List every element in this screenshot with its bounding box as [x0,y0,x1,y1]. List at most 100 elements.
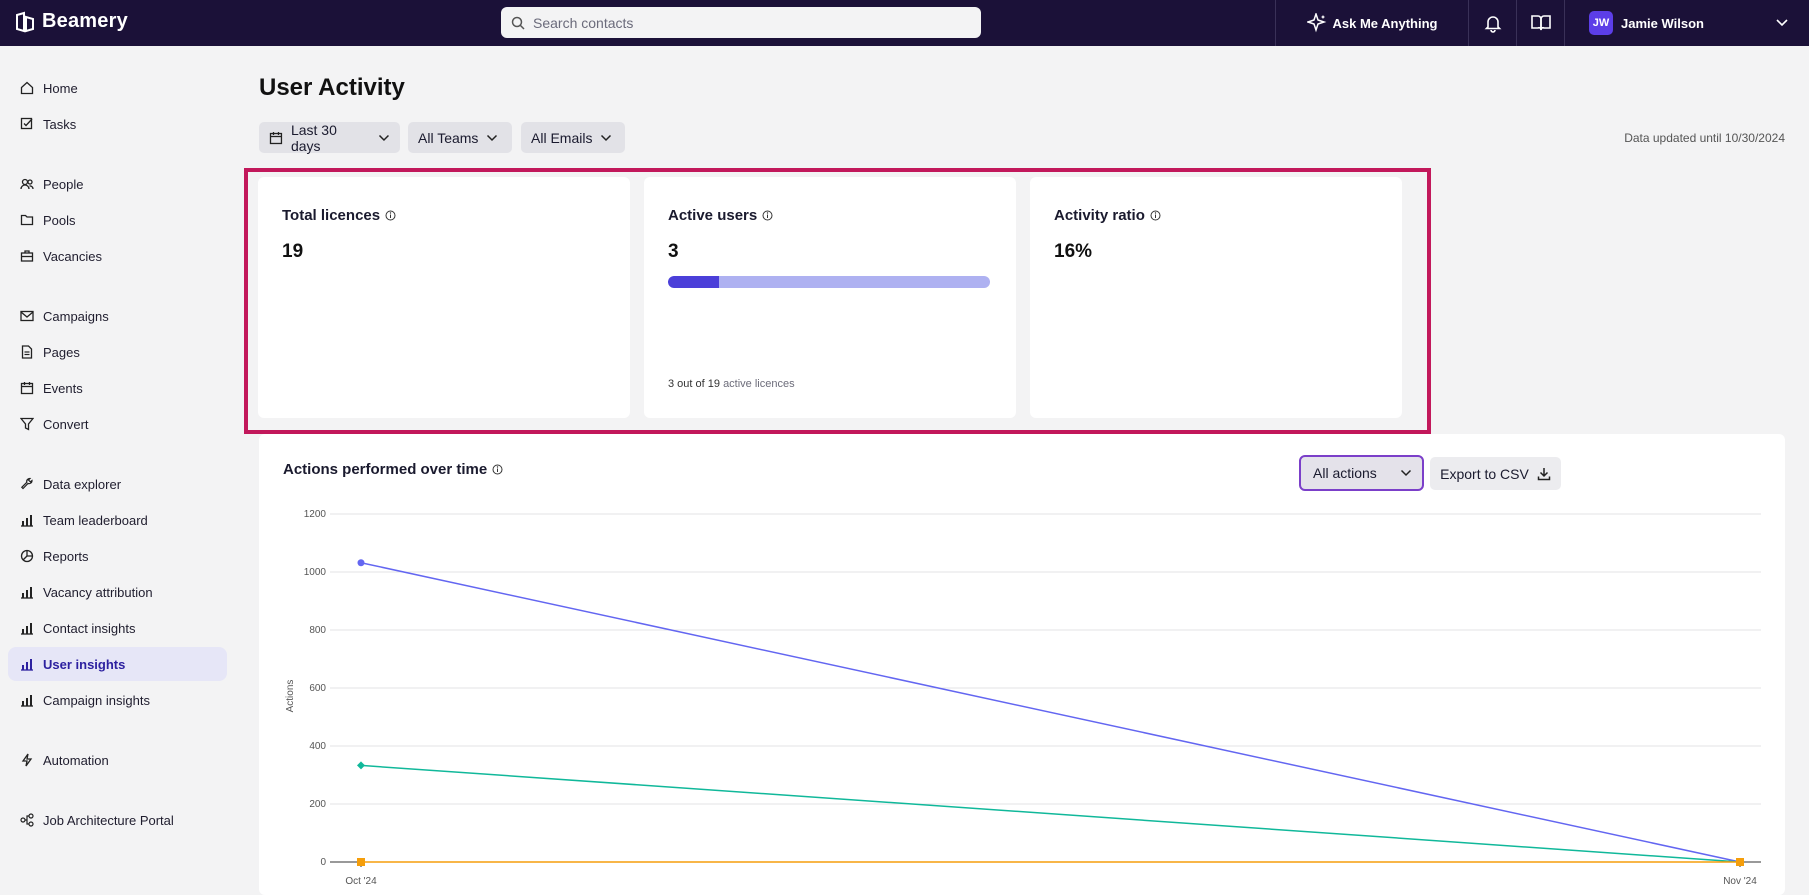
sidebar-item-automation[interactable]: Automation [8,743,227,777]
sparkle-icon [1306,13,1326,33]
actions-line-chart: 0 200 400 600 800 1000 1200 Oct '24 Nov '24 Actio… [285,509,1761,887]
x-tick-label: Nov '24 [1723,876,1757,887]
pie-chart-icon [20,549,34,563]
date-range-label: Last 30 days [290,121,337,154]
sidebar-item-job-architecture-portal[interactable]: Job Architecture Portal [8,803,227,837]
filter-icon [20,417,34,431]
bar-chart-icon [21,623,33,635]
y-tick-label: 1200 [304,509,327,520]
date-range-filter[interactable]: Last 30 days [259,121,400,154]
sidebar-item-vacancy-attribution[interactable]: Vacancy attribution [8,575,227,609]
export-csv-button[interactable]: Export to CSV [1430,457,1561,490]
card-title: Activity ratio [1054,207,1161,224]
actions-filter-dropdown[interactable]: All actions [1299,455,1424,491]
sidebar-item-tasks[interactable]: Tasks [8,107,227,141]
sidebar-item-label: People [43,176,84,192]
bar-chart-icon [21,695,33,707]
active-licences-progress-bar [668,276,990,288]
sidebar-item-data-explorer[interactable]: Data explorer [8,467,227,501]
x-tick-label: Oct '24 [345,876,377,887]
sidebar-item-contact-insights[interactable]: Contact insights [8,611,227,645]
sidebar-item-pools[interactable]: Pools [8,203,227,237]
notifications-button[interactable] [1468,0,1516,46]
y-tick-label: 1000 [304,567,327,578]
brand-logo[interactable]: Beamery [14,10,128,33]
sidebar-item-label: Events [43,380,83,396]
chevron-down-icon [1776,19,1788,27]
sidebar: Home Tasks People Pools Vacancies Campai… [0,46,236,895]
ask-me-anything-button[interactable]: Ask Me Anything [1275,0,1468,46]
y-tick-label: 600 [309,683,326,694]
chart-title-text: Actions performed over time [283,461,488,478]
search-box[interactable] [501,7,981,38]
sidebar-item-user-insights[interactable]: User insights [8,647,227,681]
actions-chart-panel: 0 200 400 600 800 1000 1200 Oct '24 Nov '24 Actio… [259,434,1785,895]
card-title-text: Activity ratio [1054,207,1145,224]
actions-filter-label: All actions [1313,465,1377,481]
download-icon [1537,467,1551,480]
export-csv-label: Export to CSV [1440,465,1529,482]
lightning-icon [21,753,33,767]
search-input[interactable] [533,14,953,31]
teams-filter-label: All Teams [418,129,479,146]
data-updated-text: Data updated until 10/30/2024 [1624,131,1785,145]
bar-chart-icon [21,587,33,599]
sidebar-item-people[interactable]: People [8,167,227,201]
sidebar-item-label: Convert [43,416,89,432]
sidebar-item-label: Pools [43,212,76,228]
sidebar-item-campaign-insights[interactable]: Campaign insights [8,683,227,717]
sidebar-item-pages[interactable]: Pages [8,335,227,369]
help-docs-button[interactable] [1516,0,1564,46]
emails-filter-label: All Emails [531,129,593,146]
sidebar-item-campaigns[interactable]: Campaigns [8,299,227,333]
chevron-down-icon [379,134,390,141]
chevron-down-icon [1400,469,1412,477]
card-title: Total licences [282,207,396,224]
tasks-icon [20,117,33,130]
top-bar: Beamery Ask Me Anything JW Jamie Wilson [0,0,1809,46]
y-tick-label: 200 [309,799,326,810]
footnote-count: 3 out of 19 [668,378,720,390]
bar-chart-icon [21,659,33,671]
sidebar-item-label: Vacancies [43,248,103,264]
sidebar-item-reports[interactable]: Reports [8,539,227,573]
sidebar-item-vacancies[interactable]: Vacancies [8,239,227,273]
sidebar-item-label: Pages [43,344,80,360]
calendar-icon [20,382,34,395]
info-icon[interactable] [385,210,396,221]
teams-filter[interactable]: All Teams [408,122,512,153]
calendar-icon [269,131,283,144]
y-tick-label: 400 [309,741,326,752]
data-point [1736,858,1744,866]
sidebar-item-team-leaderboard[interactable]: Team leaderboard [8,503,227,537]
sidebar-item-label: Team leaderboard [43,512,148,528]
user-name: Jamie Wilson [1621,15,1704,31]
card-value: 16% [1054,241,1093,262]
series-line [360,561,1741,863]
chart-title: Actions performed over time [283,461,503,478]
beamery-logo-icon [16,11,34,32]
highlight-frame [244,168,1431,434]
chevron-down-icon [487,134,498,141]
sidebar-item-label: Reports [43,548,89,564]
emails-filter[interactable]: All Emails [521,122,625,153]
progress-fill [668,276,719,288]
user-menu[interactable]: JW Jamie Wilson [1564,0,1809,46]
home-icon [20,81,34,95]
page-title: User Activity [259,74,405,101]
sidebar-item-convert[interactable]: Convert [8,407,227,441]
y-axis-label: Actions [285,680,296,713]
avatar: JW [1589,11,1613,35]
card-title-text: Active users [668,207,758,224]
card-value: 3 [668,241,679,262]
sidebar-item-home[interactable]: Home [8,71,227,105]
info-icon[interactable] [492,464,503,475]
sidebar-item-events[interactable]: Events [8,371,227,405]
bell-icon [1484,16,1501,33]
info-icon[interactable] [1150,210,1161,221]
chevron-down-icon [601,134,612,141]
info-icon[interactable] [762,210,773,221]
card-value: 19 [282,241,304,262]
sidebar-item-label: Job Architecture Portal [43,812,174,828]
sidebar-item-label: Campaign insights [43,692,150,708]
